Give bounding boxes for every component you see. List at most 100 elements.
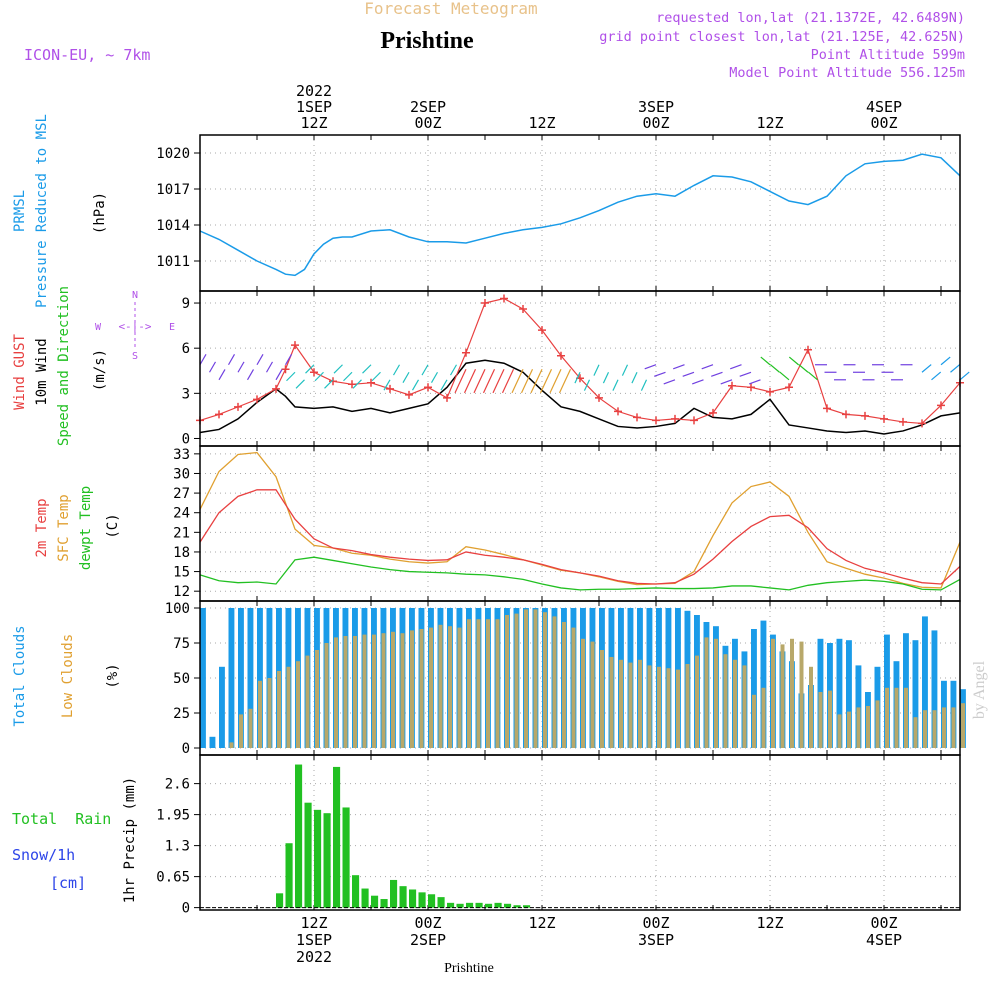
wind-panel-labels: Wind GUST 10m Wind Speed and Direction (… [12,286,175,446]
clouds-ytick-label: 50 [173,671,190,687]
rain-bar [352,875,360,908]
bottom-time-label: 4SEP [866,931,902,949]
wind-gust-line-point [842,410,850,419]
temp-ytick-label: 30 [173,466,190,482]
rain-bar [475,902,483,908]
total-cloud-bar [257,608,263,748]
chart-panels: 1011101410171020036912151821242730330255… [156,134,970,917]
model-point-altitude: Model Point Altitude 556.125m [729,65,965,81]
compass-west: W [95,322,102,333]
wind-arrow-icon [482,368,496,394]
pressure-panel-labels: PRMSL Pressure Reduced to MSL (hPa) [12,114,108,308]
2m-temp-line [199,489,961,585]
low-cloud-bar [343,636,348,748]
pressure-frame [199,134,961,292]
wind-arrow-icon [779,371,790,381]
low-clouds-label: Low Clouds [60,634,76,718]
wind-arrow-icon [739,371,752,377]
pressure-label-2: Pressure Reduced to MSL [34,114,50,308]
top-time-label: 00Z [414,114,441,132]
snow-label: Snow/1h [12,846,75,864]
low-cloud-bar [714,638,718,748]
sfc-temp-line [199,451,961,589]
wind-gust-line-point [633,413,641,422]
low-cloud-bar [486,619,490,748]
wind-arrow-icon [558,368,572,394]
wind-gust-line-point [348,380,356,389]
wind-arrow-icon [682,371,695,377]
low-cloud-bar [514,613,519,748]
chart-main-title: Forecast Meteogram [364,0,537,18]
wind-arrow-icon [654,371,666,377]
low-cloud-bar [847,711,851,748]
low-cloud-bar [353,636,357,748]
pressure-panel: 1011 1014 1017 1020 [156,135,960,291]
low-cloud-bar [372,634,376,748]
temp-unit: (C) [105,513,121,538]
low-cloud-bar [647,665,652,748]
wind-arrow-icon [501,368,515,394]
low-cloud-bar [942,707,946,748]
wind-arrow-icon [218,369,226,381]
wind-gust-line-point [671,414,679,423]
bottom-time-label: 00Z [414,914,441,932]
clouds-ytick-label: 100 [165,601,190,617]
wind-arrow-icon [463,368,477,394]
wind-arrow-icon [530,368,543,394]
pressure-ytick-label: 1011 [156,254,190,270]
compass-north: N [132,290,138,301]
precip-panel: 0 0.65 1.3 1.95 2.6 [156,755,960,917]
low-cloud-bar [704,637,709,748]
precip-ytick-label: 0 [182,901,190,917]
rain-bar [504,903,512,908]
wind-gust-line-point [500,294,508,303]
wind-arrow-icon [411,379,420,391]
wind-arrow-icon [237,361,245,373]
wind-arrow-icon [583,379,591,391]
low-cloud-bar [552,616,557,748]
bottom-time-label: 12Z [756,914,783,932]
rain-bar [314,809,322,908]
wind-arrow-icon [549,368,562,394]
top-time-label: 00Z [870,114,897,132]
wind-arrow-icon [749,379,761,385]
low-cloud-bar [723,654,728,748]
wind-arrow-icon [286,371,296,382]
low-cloud-bar [419,629,424,748]
temp-2m-label: 2m Temp [34,498,50,557]
total-cloud-bar [228,608,235,748]
rain-bar [342,807,350,908]
bottom-time-label: 12Z [300,914,327,932]
wind-gust-line-point [329,377,337,386]
top-time-label: 2SEP [410,98,446,116]
wind-gust-line-point [281,365,290,374]
wind-unit: (m/s) [92,349,108,391]
rain-bar [485,903,493,908]
total-cloud-bar [855,665,862,748]
top-time-label: 2022 [296,82,332,100]
low-cloud-bar [828,690,832,748]
rain-bar [371,895,379,908]
low-cloud-bar [638,659,642,748]
wind-gust-line-point [690,416,698,425]
wind-arrow-icon [769,364,780,373]
wind-gust-line-point [272,384,280,393]
wind-gust-line-point [424,383,432,392]
temp-ytick-label: 18 [173,545,190,561]
low-cloud-bar [467,619,471,748]
wind-arrow-icon [324,379,334,389]
rain-bar [304,802,312,908]
top-time-label: 3SEP [638,98,674,116]
wind-gust-line-point [937,401,945,410]
compass-south: S [132,351,138,362]
low-cloud-bar [619,659,623,748]
wind-arrow-icon [208,361,217,373]
requested-coords: requested lon,lat (21.1372E, 42.6489N) [656,10,965,26]
wind-gust-line-point [899,417,907,426]
wind-gust-line-point [747,383,755,392]
temp-panel-labels: 2m Temp SFC Temp dewpt Temp (C) [34,486,121,570]
rain-bar [428,894,436,908]
bottom-time-label: 00Z [870,914,897,932]
compass-east: E [169,322,175,333]
